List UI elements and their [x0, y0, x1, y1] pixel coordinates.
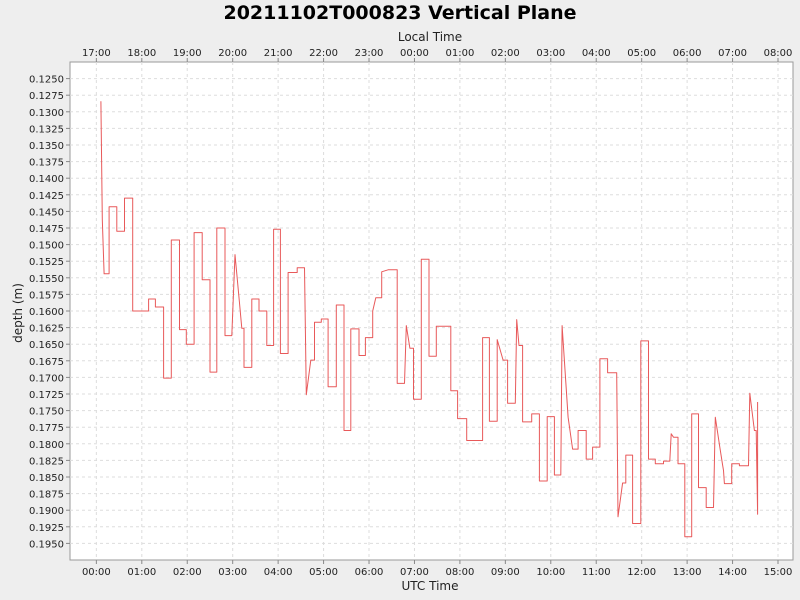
y-tick-label: 0.1250: [29, 75, 64, 86]
y-tick-label: 0.1750: [29, 407, 64, 418]
y-tick-label: 0.1600: [29, 307, 64, 318]
y-tick-label: 0.1425: [29, 191, 64, 202]
y-tick-label: 0.1400: [29, 174, 64, 185]
y-tick-label: 0.1300: [29, 108, 64, 119]
x2-axis: 17:00 18:00 19:00 20:00 21:00 22:00 23:00 00:00…: [82, 48, 792, 62]
x-tick-label: 04:00: [264, 567, 293, 578]
y-tick-label: 0.1550: [29, 274, 64, 285]
y-axis-label: depth (m): [11, 283, 25, 343]
x2-tick-label: 20:00: [218, 48, 247, 59]
x-tick-label: 10:00: [536, 567, 565, 578]
x-tick-label: 00:00: [82, 567, 111, 578]
x2-tick-label: 07:00: [718, 48, 747, 59]
y-tick-label: 0.1475: [29, 224, 64, 235]
x2-tick-label: 22:00: [309, 48, 338, 59]
x2-tick-label: 18:00: [127, 48, 156, 59]
x2-tick-label: 08:00: [764, 48, 793, 59]
x2-axis-label: Local Time: [398, 30, 462, 44]
x2-tick-label: 01:00: [445, 48, 474, 59]
x-tick-label: 03:00: [218, 567, 247, 578]
x2-tick-label: 23:00: [355, 48, 384, 59]
x2-tick-label: 05:00: [627, 48, 656, 59]
y-axis: 0.1250 0.1275 0.1300 0.1325 0.1350 0.1375 0.14…: [29, 75, 70, 550]
y-tick-label: 0.1350: [29, 141, 64, 152]
x-tick-label: 08:00: [445, 567, 474, 578]
y-tick-label: 0.1850: [29, 473, 64, 484]
x-tick-label: 14:00: [718, 567, 747, 578]
x-tick-label: 06:00: [355, 567, 384, 578]
y-tick-label: 0.1950: [29, 539, 64, 550]
y-tick-label: 0.1700: [29, 373, 64, 384]
x2-tick-label: 00:00: [400, 48, 429, 59]
x2-tick-label: 06:00: [673, 48, 702, 59]
x2-tick-label: 17:00: [82, 48, 111, 59]
y-tick-label: 0.1900: [29, 506, 64, 517]
x-tick-label: 09:00: [491, 567, 520, 578]
y-tick-label: 0.1500: [29, 241, 64, 252]
x-tick-label: 01:00: [127, 567, 156, 578]
x-axis: 00:00 01:00 02:00 03:00 04:00 05:00 06:00 07:00…: [82, 560, 792, 578]
y-tick-label: 0.1925: [29, 523, 64, 534]
y-tick-label: 0.1275: [29, 91, 64, 102]
y-tick-label: 0.1825: [29, 456, 64, 467]
y-tick-label: 0.1575: [29, 290, 64, 301]
x-tick-label: 02:00: [173, 567, 202, 578]
y-tick-label: 0.1525: [29, 257, 64, 268]
x2-tick-label: 04:00: [582, 48, 611, 59]
y-tick-label: 0.1775: [29, 423, 64, 434]
x-tick-label: 07:00: [400, 567, 429, 578]
y-tick-label: 0.1875: [29, 490, 64, 501]
y-tick-label: 0.1450: [29, 207, 64, 218]
x2-tick-label: 19:00: [173, 48, 202, 59]
x-tick-label: 15:00: [764, 567, 793, 578]
y-tick-label: 0.1725: [29, 390, 64, 401]
y-tick-label: 0.1375: [29, 158, 64, 169]
x-axis-label: UTC Time: [402, 579, 459, 593]
series-group: [100, 101, 759, 538]
depth-series-line: [100, 101, 759, 538]
x-tick-label: 11:00: [582, 567, 611, 578]
x2-tick-label: 03:00: [536, 48, 565, 59]
y-tick-label: 0.1625: [29, 324, 64, 335]
x2-tick-label: 21:00: [264, 48, 293, 59]
x-tick-label: 13:00: [673, 567, 702, 578]
y-tick-label: 0.1675: [29, 357, 64, 368]
y-tick-label: 0.1800: [29, 440, 64, 451]
y-tick-label: 0.1325: [29, 124, 64, 135]
x2-tick-label: 02:00: [491, 48, 520, 59]
x-tick-label: 05:00: [309, 567, 338, 578]
x-tick-label: 12:00: [627, 567, 656, 578]
chart-title: 20211102T000823 Vertical Plane: [223, 2, 576, 24]
grid: [70, 62, 793, 560]
y-tick-label: 0.1650: [29, 340, 64, 351]
